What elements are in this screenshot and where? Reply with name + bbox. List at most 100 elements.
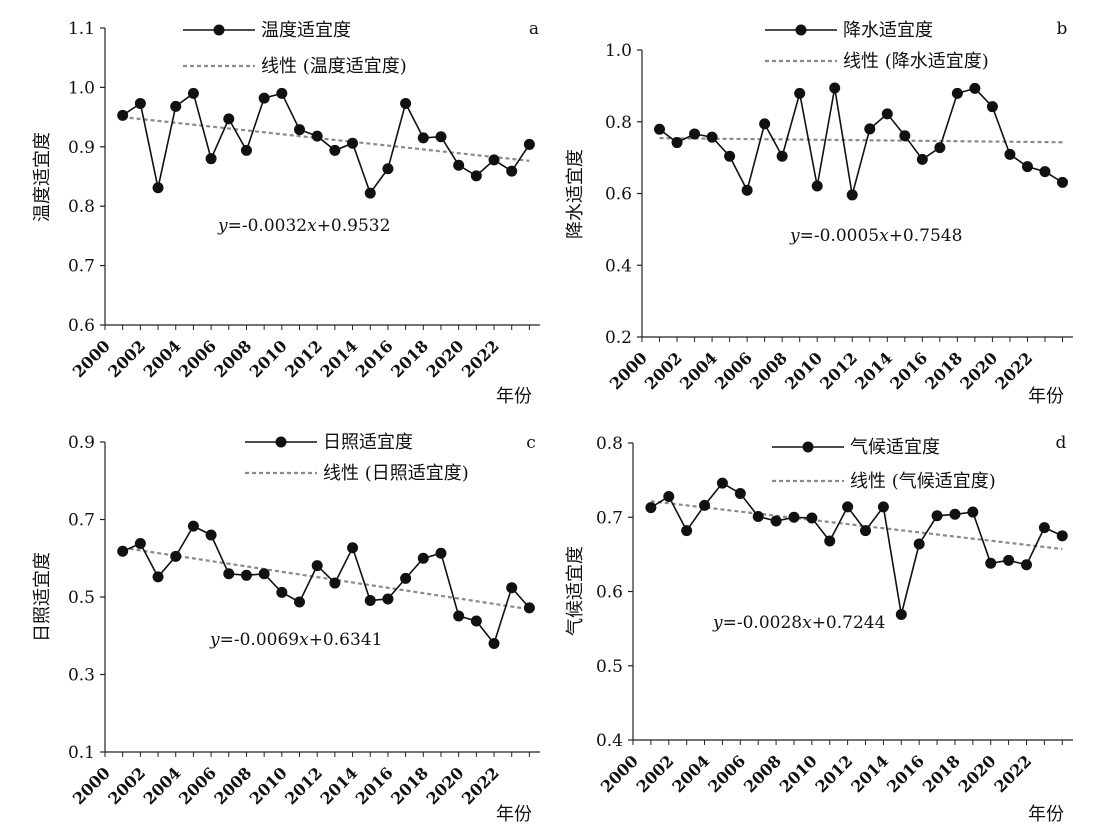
data-point	[829, 82, 841, 94]
trend-line	[122, 116, 530, 162]
data-point	[117, 109, 129, 121]
data-point	[240, 144, 252, 156]
y-tick-label: 0.8	[68, 197, 95, 217]
x-tick-label: 2012	[281, 336, 326, 381]
data-point	[453, 610, 465, 622]
data-point	[329, 577, 341, 589]
x-tick-label: 2012	[816, 348, 861, 393]
x-tick-label: 2018	[387, 763, 432, 808]
trend-line	[650, 500, 1063, 551]
data-point	[417, 552, 429, 564]
data-point	[170, 550, 182, 562]
data-point	[877, 501, 889, 513]
y-tick-label: 0.5	[596, 657, 623, 677]
data-point	[689, 128, 701, 140]
data-point	[776, 150, 788, 162]
data-point	[1038, 522, 1050, 534]
data-point	[488, 638, 500, 649]
x-tick-label: 2000	[606, 348, 651, 393]
data-point	[258, 92, 270, 104]
data-point	[240, 569, 252, 581]
series-line	[650, 482, 1063, 615]
data-point	[860, 525, 872, 537]
data-point	[794, 87, 806, 99]
y-tick-label: 0.4	[596, 731, 623, 751]
data-point	[470, 615, 482, 627]
legend-label: 日照适宜度	[323, 432, 413, 453]
x-axis-label: 年份	[496, 804, 532, 825]
x-tick-label: 2018	[387, 336, 432, 381]
panel-label: a	[529, 19, 539, 39]
data-point	[382, 593, 394, 605]
x-tick-label: 2008	[740, 751, 785, 796]
data-point	[671, 137, 683, 149]
data-point	[806, 512, 818, 524]
data-point	[931, 510, 943, 522]
data-point	[916, 153, 928, 165]
x-tick-label: 2020	[956, 348, 1001, 393]
series-line	[122, 91, 531, 195]
x-tick-label: 2000	[69, 763, 114, 808]
data-point	[951, 87, 963, 99]
y-tick-label: 0.9	[68, 138, 95, 158]
x-tick-label: 2016	[886, 348, 931, 393]
x-axis-label: 年份	[496, 386, 532, 407]
data-point	[716, 477, 728, 489]
x-axis-label: 年份	[1028, 386, 1064, 407]
data-point	[654, 123, 666, 135]
x-tick-label: 2022	[458, 763, 503, 808]
data-point	[205, 529, 217, 541]
data-point	[488, 154, 500, 166]
data-point	[699, 499, 711, 511]
data-point	[187, 520, 199, 532]
data-point	[969, 82, 981, 94]
y-tick-label: 0.3	[68, 666, 95, 686]
data-point	[311, 130, 323, 142]
x-tick-label: 2020	[955, 751, 1000, 796]
x-tick-label: 2002	[633, 751, 678, 796]
y-tick-label: 0.2	[605, 328, 632, 348]
data-point	[1056, 530, 1068, 542]
panel-label: d	[1056, 433, 1067, 453]
x-tick-label: 2010	[781, 348, 826, 393]
legend-label: 温度适宜度	[261, 20, 351, 41]
data-point	[400, 97, 412, 109]
data-point	[170, 100, 182, 112]
data-point	[223, 113, 235, 125]
y-tick-label: 0.8	[596, 434, 623, 454]
data-point	[347, 137, 359, 149]
chart-panel-a: 0.60.70.80.91.01.12000200220042006200820…	[32, 19, 540, 407]
x-tick-label: 2020	[423, 336, 468, 381]
x-tick-label: 2022	[458, 336, 503, 381]
x-tick-label: 2020	[423, 763, 468, 808]
data-point	[152, 571, 164, 583]
data-point	[770, 515, 782, 527]
data-point	[506, 165, 518, 177]
data-point	[949, 508, 961, 520]
data-point	[734, 487, 746, 499]
legend-label: 降水适宜度	[843, 20, 933, 41]
x-tick-label: 2004	[668, 751, 713, 796]
data-point	[681, 525, 693, 537]
data-point	[134, 97, 146, 109]
x-tick-label: 2014	[316, 763, 361, 808]
data-point	[724, 150, 736, 162]
data-point	[311, 560, 323, 572]
data-point	[663, 490, 675, 502]
trend-equation: y=-0.0005x+0.7548	[789, 226, 962, 246]
data-point	[1056, 176, 1068, 188]
data-point	[706, 131, 718, 143]
legend-point-marker	[213, 24, 225, 36]
x-tick-label: 2016	[352, 763, 397, 808]
x-tick-label: 2006	[711, 348, 756, 393]
data-point	[435, 131, 447, 143]
y-axis-label: 降水适宜度	[565, 149, 586, 239]
data-point	[117, 545, 129, 557]
x-tick-label: 2008	[746, 348, 791, 393]
data-point	[276, 87, 288, 99]
y-tick-label: 0.7	[596, 508, 623, 528]
x-tick-label: 2010	[246, 763, 291, 808]
x-tick-label: 2002	[104, 336, 149, 381]
data-point	[470, 170, 482, 182]
